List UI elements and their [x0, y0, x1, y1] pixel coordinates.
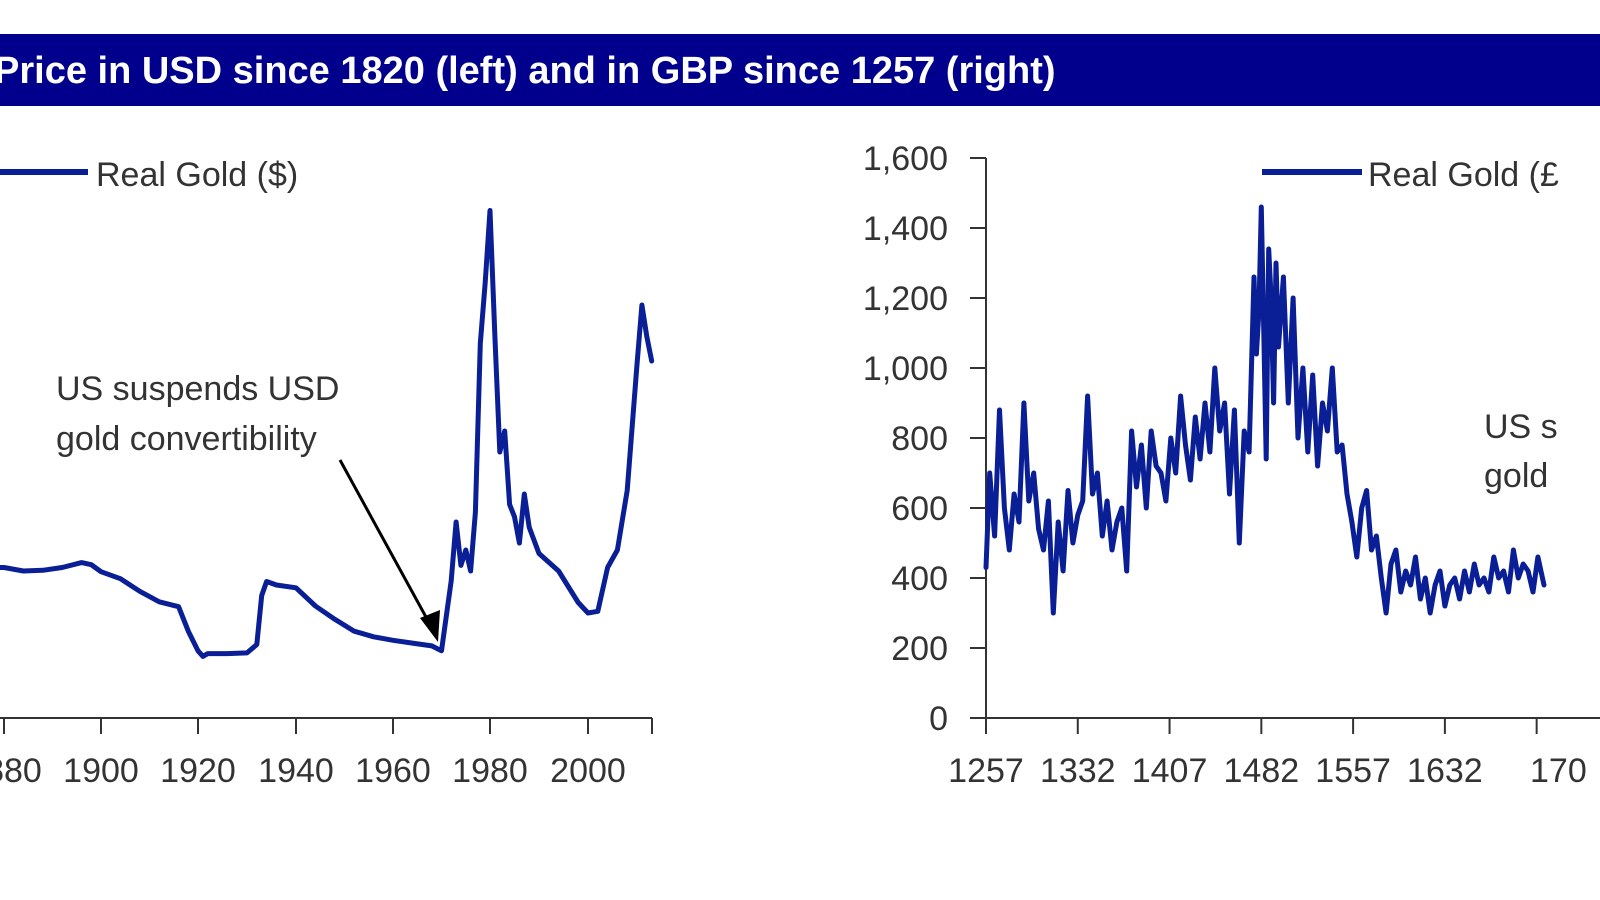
right-y-tick-label: 200 [891, 630, 948, 668]
left-annotation-line-1: US suspends USD [56, 370, 339, 408]
right-y-tick-label: 1,000 [863, 350, 948, 388]
right-series-line [983, 204, 1547, 616]
left-x-tick-label: 1900 [63, 752, 139, 790]
left-x-tick-label: 1940 [258, 752, 334, 790]
right-annotation-line-1: US s [1484, 408, 1558, 446]
right-chart: 1,600 1,400 1,200 1,000 800 600 400 200 0 1257 13… [863, 140, 1600, 790]
left-x-tick-labels: 1880 1900 1920 1940 1960 1980 2000 [0, 752, 626, 790]
right-x-tick-label: 1632 [1407, 752, 1483, 790]
left-x-tick-label: 2000 [550, 752, 626, 790]
right-legend-label: Real Gold (£ [1368, 156, 1559, 194]
left-annotation-arrow-head [420, 610, 440, 642]
left-chart: 1880 1900 1920 1940 1960 1980 2000 Real Gold (… [0, 156, 655, 790]
right-x-tick-labels: 1257 1332 1407 1482 1557 1632 170 [948, 752, 1587, 790]
right-y-tick-label: 1,400 [863, 210, 948, 248]
left-x-tick-label: 1980 [452, 752, 528, 790]
left-annotation-line-2: gold convertibility [56, 420, 317, 458]
left-annotation-arrow-shaft [338, 459, 434, 629]
left-series-line [0, 208, 655, 659]
right-x-tick-label: 1557 [1315, 752, 1391, 790]
right-y-tick-label: 400 [891, 560, 948, 598]
right-y-tick-labels: 1,600 1,400 1,200 1,000 800 600 400 200 0 [863, 140, 948, 738]
page-title: Price in USD since 1820 (left) and in GB… [0, 50, 1056, 92]
right-annotation-line-2: gold [1484, 457, 1548, 495]
left-x-tick-label: 1920 [160, 752, 236, 790]
right-x-tick-label: 170 [1530, 752, 1587, 790]
right-y-tick-label: 1,600 [863, 140, 948, 178]
left-x-tick-label: 1880 [0, 752, 42, 790]
right-x-tick-label: 1257 [948, 752, 1024, 790]
left-x-tick-label: 1960 [355, 752, 431, 790]
left-legend-label: Real Gold ($) [96, 156, 298, 194]
right-x-tick-label: 1407 [1132, 752, 1208, 790]
left-x-axis [0, 717, 653, 734]
title-bar [0, 34, 1600, 106]
right-y-tick-label: 0 [929, 700, 948, 738]
right-x-tick-label: 1482 [1224, 752, 1300, 790]
right-y-tick-label: 1,200 [863, 280, 948, 318]
right-axes [970, 157, 1600, 734]
right-y-tick-label: 600 [891, 490, 948, 528]
right-y-tick-label: 800 [891, 420, 948, 458]
right-x-tick-label: 1332 [1040, 752, 1116, 790]
